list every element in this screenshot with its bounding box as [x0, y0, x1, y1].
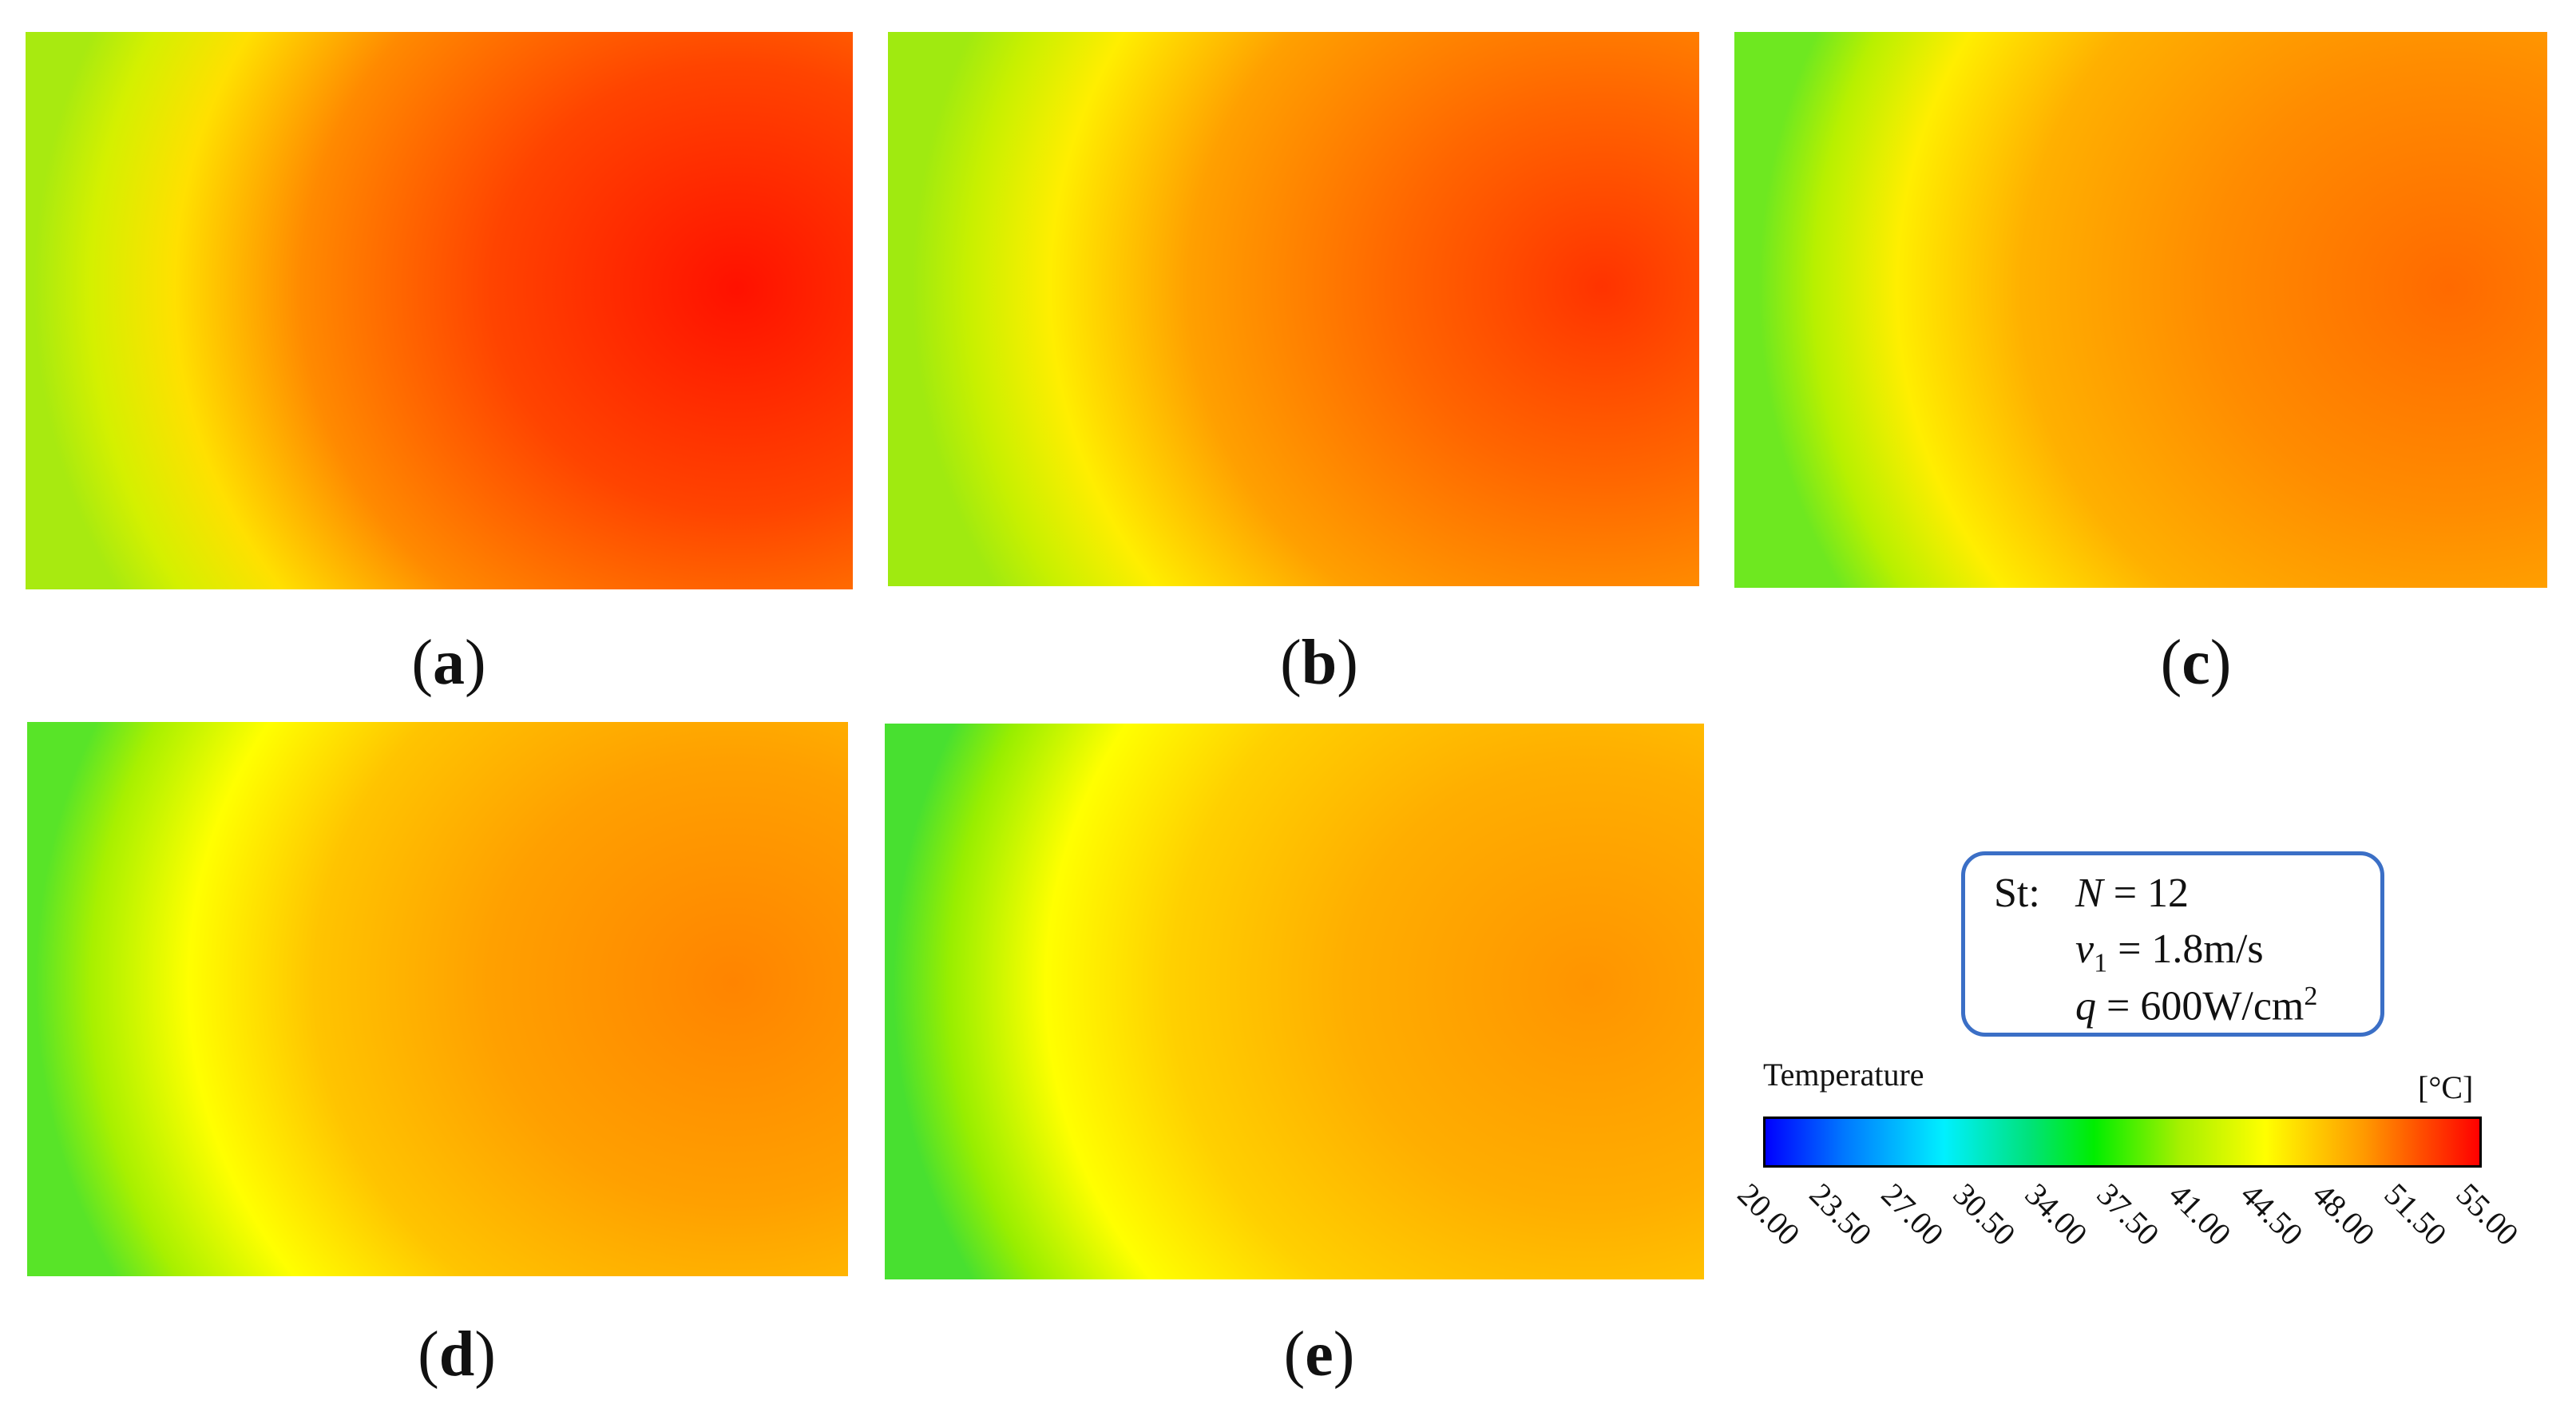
legend-title: Temperature: [1763, 1057, 1924, 1093]
contour-panel-e: [885, 724, 1704, 1279]
contour-panel-a: [26, 32, 853, 589]
parameter-prefix: St:: [1994, 871, 2040, 916]
parameter-v1: v1 = 1.8m/s: [2075, 926, 2264, 978]
temperature-colorbar: [1763, 1117, 2482, 1168]
contour-plot-c: [1734, 32, 2547, 588]
panel-label-b: (b): [1280, 628, 1358, 698]
colorbar-tick-label: 55.00: [2449, 1176, 2526, 1253]
panel-label-d: (d): [418, 1319, 496, 1390]
contour-plot-d: [27, 722, 848, 1276]
contour-plot-b: [888, 32, 1699, 586]
contour-panel-c: [1734, 32, 2547, 588]
colorbar-tick-label: 48.00: [2305, 1176, 2382, 1253]
parameter-box: St: N = 12 v1 = 1.8m/s q = 600W/cm2: [1961, 851, 2384, 1037]
colorbar-tick-label: 44.50: [2233, 1176, 2310, 1253]
colorbar-tick-label: 34.00: [2018, 1176, 2094, 1253]
colorbar-tick-label: 41.00: [2162, 1176, 2238, 1253]
colorbar-tick-label: 23.50: [1802, 1176, 1879, 1253]
parameter-q: q = 600W/cm2: [2075, 982, 2318, 1029]
panel-label-e: (e): [1283, 1319, 1355, 1390]
colorbar-tick-label: 27.00: [1874, 1176, 1951, 1253]
panel-label-a: (a): [411, 628, 486, 698]
contour-panel-d: [27, 722, 848, 1276]
legend-unit: [°C]: [2418, 1069, 2474, 1105]
panel-label-c: (c): [2160, 628, 2232, 698]
contour-panel-b: [888, 32, 1699, 586]
colorbar-tick-label: 20.00: [1730, 1176, 1807, 1253]
parameter-n: N = 12: [2075, 871, 2190, 916]
colorbar-tick-label: 30.50: [1946, 1176, 2023, 1253]
colorbar-tick-label: 37.50: [2090, 1176, 2166, 1253]
contour-plot-a: [26, 32, 853, 589]
colorbar-tick-label: 51.50: [2377, 1176, 2454, 1253]
contour-plot-e: [885, 724, 1704, 1279]
